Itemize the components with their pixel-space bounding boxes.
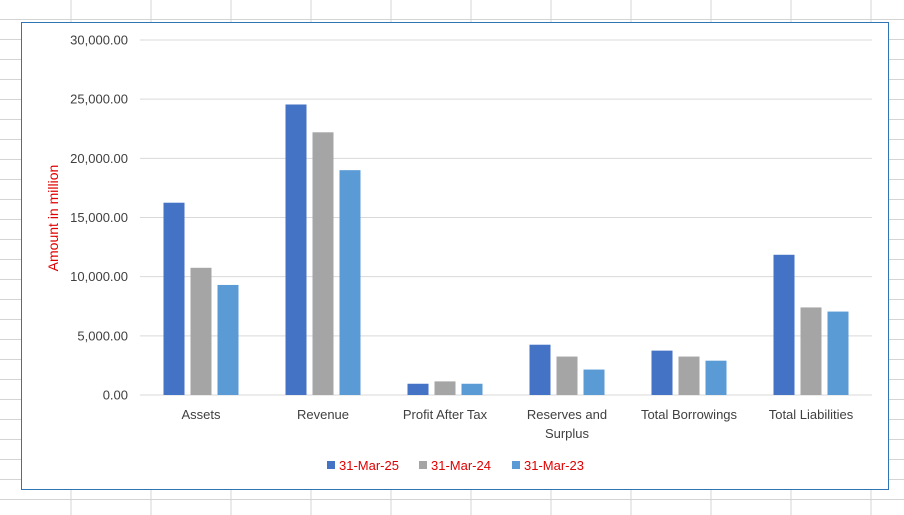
bar[interactable] — [678, 356, 700, 395]
x-axis-categories: Assets Revenue Profit After Tax Reserves an… — [181, 407, 853, 441]
y-tick-label: 15,000.00 — [70, 210, 128, 225]
bar[interactable] — [827, 311, 849, 395]
bar[interactable] — [800, 307, 822, 395]
y-tick-label: 10,000.00 — [70, 269, 128, 284]
y-axis-title: Amount in million — [45, 165, 61, 272]
bar[interactable] — [217, 284, 239, 395]
bar[interactable] — [407, 383, 429, 395]
x-category-label: Reserves and — [527, 407, 607, 422]
bar[interactable] — [434, 381, 456, 395]
bar[interactable] — [583, 369, 605, 395]
bar[interactable] — [556, 356, 578, 395]
legend: 31-Mar-25 31-Mar-24 31-Mar-23 — [327, 458, 584, 473]
bar[interactable] — [312, 132, 334, 396]
legend-swatch — [512, 461, 520, 469]
x-category-label: Total Borrowings — [641, 407, 738, 422]
bar[interactable] — [339, 170, 361, 395]
x-category-label: Assets — [181, 407, 221, 422]
bar[interactable] — [705, 360, 727, 395]
bar[interactable] — [163, 202, 185, 395]
y-axis-ticks: 0.00 5,000.00 10,000.00 15,000.00 20,000.00 2… — [70, 33, 128, 403]
legend-swatch — [327, 461, 335, 469]
y-tick-label: 25,000.00 — [70, 92, 128, 107]
y-tick-label: 0.00 — [103, 388, 128, 403]
legend-label: 31-Mar-24 — [431, 458, 491, 473]
x-category-label: Surplus — [545, 426, 590, 441]
x-category-label: Total Liabilities — [769, 407, 854, 422]
bar-series-group — [163, 104, 849, 396]
y-tick-label: 5,000.00 — [77, 328, 128, 343]
bar[interactable] — [651, 350, 673, 395]
bar[interactable] — [190, 267, 212, 395]
bar[interactable] — [529, 344, 551, 395]
bar[interactable] — [461, 383, 483, 395]
x-category-label: Profit After Tax — [403, 407, 488, 422]
legend-label: 31-Mar-23 — [524, 458, 584, 473]
bar[interactable] — [773, 254, 795, 395]
legend-swatch — [419, 461, 427, 469]
legend-label: 31-Mar-25 — [339, 458, 399, 473]
bar[interactable] — [285, 104, 307, 395]
gridlines — [140, 39, 872, 337]
y-tick-label: 30,000.00 — [70, 33, 128, 48]
x-category-label: Revenue — [297, 407, 349, 422]
y-tick-label: 20,000.00 — [70, 151, 128, 166]
